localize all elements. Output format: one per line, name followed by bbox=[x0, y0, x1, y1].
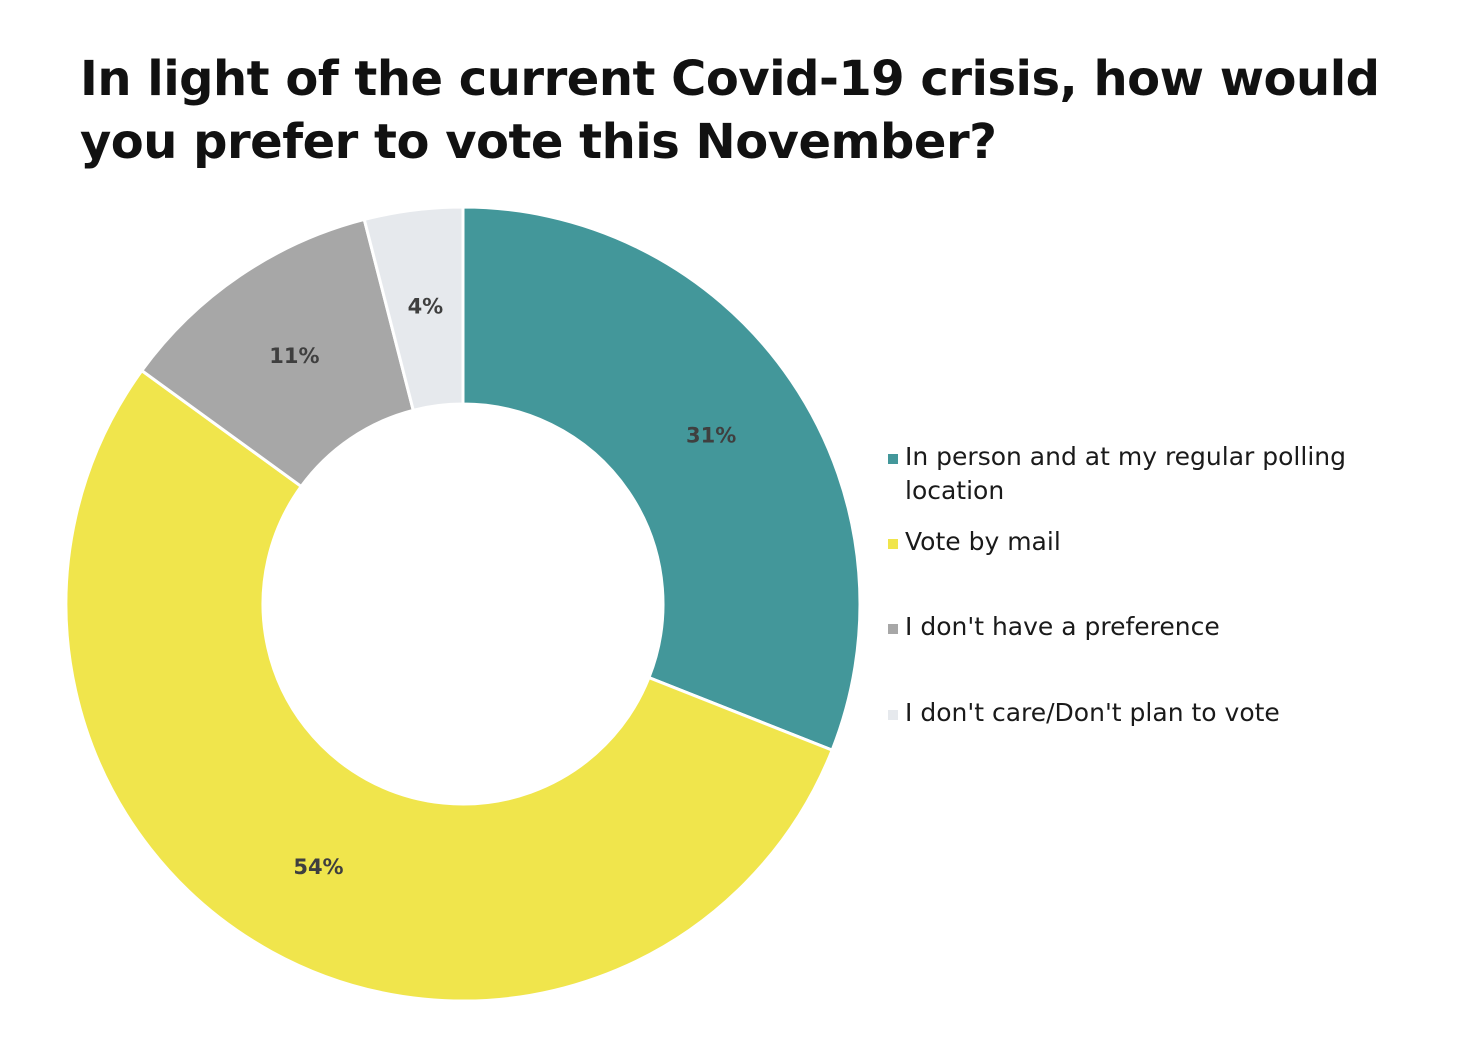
legend-swatch bbox=[888, 624, 898, 634]
legend-label: In person and at my regular polling loca… bbox=[905, 442, 1346, 505]
data-label-i-don-t-have-a-preference: 11% bbox=[269, 344, 319, 368]
slice-in-person-and-at-my-regular-polling-location bbox=[461, 205, 862, 753]
legend-label: I don't care/Don't plan to vote bbox=[905, 698, 1280, 727]
slice-vote-by-mail bbox=[64, 368, 835, 1003]
slice-i-don-t-care-don-t-plan-to-vote bbox=[362, 205, 465, 413]
legend-swatch bbox=[888, 454, 898, 464]
legend-swatch bbox=[888, 710, 898, 720]
slice-i-don-t-have-a-preference bbox=[139, 217, 416, 489]
chart-title: In light of the current Covid-19 crisis,… bbox=[80, 51, 1380, 170]
donut-slices bbox=[64, 205, 862, 1003]
legend-swatch bbox=[888, 539, 898, 549]
data-label-i-don-t-care-don-t-plan-to-vote: 4% bbox=[408, 294, 444, 318]
data-label-vote-by-mail: 54% bbox=[293, 855, 343, 879]
data-label-in-person-and-at-my-regular-polling-location: 31% bbox=[686, 423, 736, 447]
legend-item-no-preference: I don't have a preference bbox=[888, 610, 1405, 644]
legend-item-in-person: In person and at my regular polling loca… bbox=[888, 440, 1405, 508]
legend-label: I don't have a preference bbox=[905, 612, 1220, 641]
legend-label: Vote by mail bbox=[905, 527, 1061, 556]
donut-data-labels: 31% 54% 11% 4% bbox=[269, 294, 736, 879]
legend-item-vote-by-mail: Vote by mail bbox=[888, 525, 1405, 559]
legend-item-dont-care: I don't care/Don't plan to vote bbox=[888, 696, 1405, 730]
